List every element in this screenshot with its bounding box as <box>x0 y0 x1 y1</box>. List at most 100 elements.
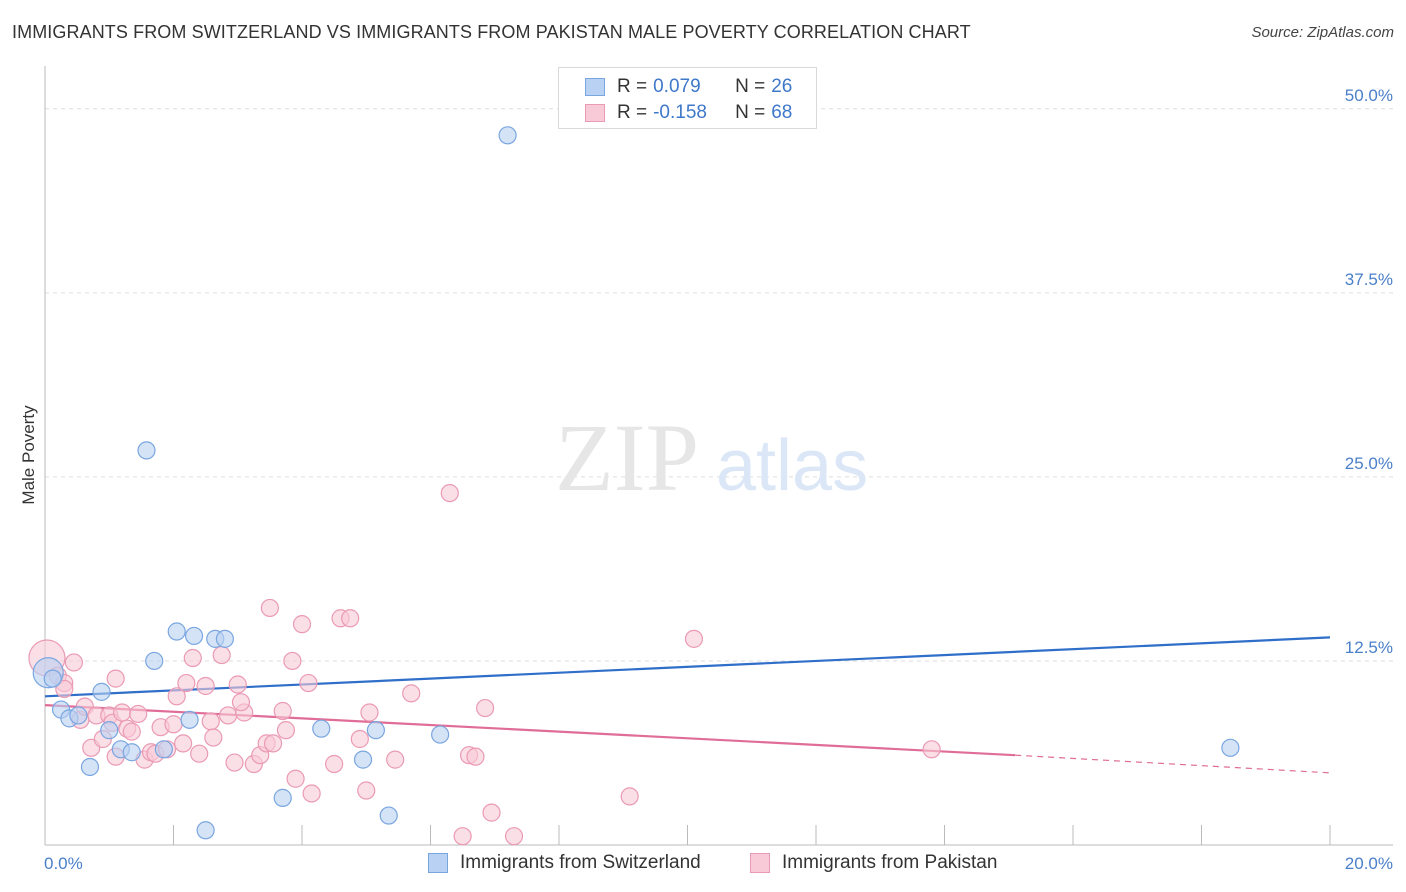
data-point-blue <box>100 721 119 740</box>
y-axis-label: Male Poverty <box>19 405 38 505</box>
data-point-pink <box>212 645 231 665</box>
labels-layer: 12.5% 25.0% 37.5% 50.0% 0.0% 20.0% <box>44 86 1393 873</box>
data-point-pink <box>922 740 941 759</box>
data-point-blue <box>122 743 141 762</box>
data-point-pink <box>286 769 305 788</box>
data-point-blue <box>180 710 199 729</box>
data-point-blue <box>379 806 398 825</box>
data-point-pink <box>55 679 74 699</box>
data-point-pink <box>341 609 360 628</box>
legend-swatch-blue <box>585 78 605 96</box>
legend-r-value: -0.158 <box>653 102 707 123</box>
legend-n-value: 26 <box>771 76 793 97</box>
data-point-pink <box>453 827 472 846</box>
data-point-pink <box>174 734 193 753</box>
data-point-blue <box>154 740 173 759</box>
data-point-pink <box>360 703 379 722</box>
data-point-blue <box>353 750 373 769</box>
data-point-blue <box>273 788 292 807</box>
data-point-pink <box>201 712 220 731</box>
data-point-pink <box>219 706 238 725</box>
data-point-blue <box>184 626 204 646</box>
data-point-pink <box>504 827 524 846</box>
data-point-pink <box>225 753 244 772</box>
legend-n-label: N = <box>735 102 766 123</box>
data-point-pink <box>64 653 84 672</box>
correlation-legend: R = 0.079 N = 26 R = -0.158 N = 68 <box>558 67 817 129</box>
watermark-zip: ZIP <box>555 404 699 511</box>
data-point-pink <box>386 750 405 769</box>
data-point-blue <box>43 669 62 688</box>
data-point-blue <box>196 821 215 840</box>
data-point-pink <box>620 787 639 806</box>
data-point-pink <box>190 744 209 763</box>
data-point-blue <box>167 622 186 641</box>
data-point-pink <box>276 721 296 740</box>
data-point-pink <box>164 715 183 734</box>
data-point-blue <box>137 441 156 460</box>
data-point-blue <box>92 682 111 701</box>
data-point-pink <box>231 693 251 712</box>
axes-layer <box>44 66 1393 846</box>
y-tick-label: 37.5% <box>1345 270 1393 289</box>
legend-r-value: 0.079 <box>653 76 701 97</box>
data-point-pink <box>440 484 459 503</box>
x-tick-label: 20.0% <box>1345 854 1393 873</box>
data-point-pink <box>228 675 247 694</box>
legend-n-value: 68 <box>771 102 793 123</box>
data-point-blue <box>80 757 100 777</box>
data-point-pink <box>177 673 196 693</box>
data-point-blue <box>431 725 450 744</box>
data-point-blue <box>366 721 385 740</box>
data-point-pink <box>476 698 495 718</box>
data-point-pink <box>283 651 302 671</box>
series-label-pakistan: Immigrants from Pakistan <box>782 852 998 873</box>
data-point-pink <box>204 728 223 747</box>
data-point-pink <box>466 747 485 766</box>
trend-line-blue <box>44 636 1331 698</box>
legend-swatch-pink <box>585 104 605 122</box>
trend-line-dashed-pink <box>1015 754 1331 774</box>
watermark-atlas: atlas <box>716 426 868 506</box>
legend-r-label: R = <box>617 102 648 123</box>
data-point-blue <box>498 126 517 145</box>
data-point-pink <box>402 684 421 703</box>
data-point-pink <box>482 803 501 822</box>
series-swatch-blue <box>428 853 448 873</box>
data-point-pink <box>122 722 141 741</box>
data-point-pink <box>129 704 148 724</box>
data-point-pink <box>196 676 215 696</box>
data-point-pink <box>292 615 312 634</box>
data-point-pink <box>684 629 704 648</box>
legend-n-label: N = <box>735 76 766 97</box>
series-label-switzerland: Immigrants from Switzerland <box>460 852 701 873</box>
y-tick-label: 12.5% <box>1345 638 1393 657</box>
data-point-pink <box>263 734 283 753</box>
data-point-pink <box>325 754 344 774</box>
data-point-pink <box>106 669 125 688</box>
data-point-pink <box>350 729 369 749</box>
series-legend-switzerland[interactable]: Immigrants from Switzerland <box>428 852 701 874</box>
chart-title: IMMIGRANTS FROM SWITZERLAND VS IMMIGRANT… <box>12 22 971 42</box>
y-tick-label: 50.0% <box>1345 86 1393 105</box>
series-legend: Immigrants from Switzerland Immigrants f… <box>0 852 1406 878</box>
points-layer <box>28 126 1240 846</box>
legend-row-pakistan: R = -0.158 N = 68 <box>585 101 792 125</box>
source-label: Source: ZipAtlas.com <box>1251 24 1394 41</box>
data-point-blue <box>145 651 164 671</box>
grid-layer <box>45 108 1393 662</box>
series-swatch-pink <box>750 853 770 873</box>
data-point-pink <box>357 781 376 800</box>
data-point-pink <box>183 648 202 668</box>
series-legend-pakistan[interactable]: Immigrants from Pakistan <box>750 852 997 874</box>
data-point-blue <box>69 706 88 725</box>
y-tick-label: 25.0% <box>1345 454 1393 473</box>
data-point-pink <box>260 598 279 618</box>
legend-row-switzerland: R = 0.079 N = 26 <box>585 75 792 99</box>
data-point-pink <box>167 687 186 706</box>
data-point-pink <box>273 701 292 721</box>
data-point-pink <box>302 784 321 803</box>
data-point-pink <box>112 703 132 722</box>
x-tick-label: 0.0% <box>44 854 83 873</box>
